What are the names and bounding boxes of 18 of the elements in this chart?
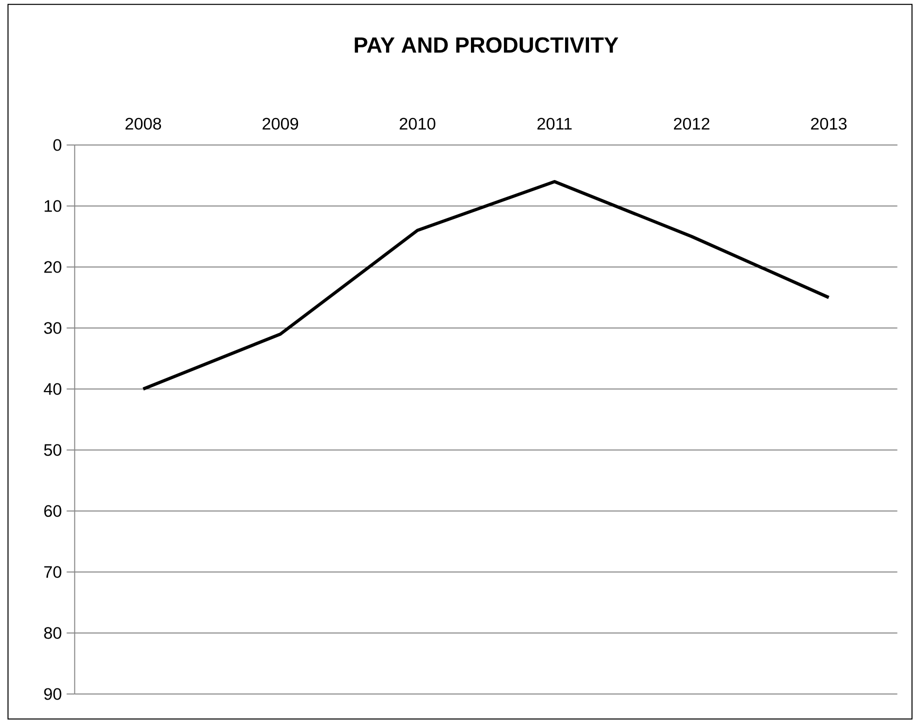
y-tick-label: 40: [44, 383, 62, 395]
chart-title: PAY AND PRODUCTIVITY: [354, 37, 618, 53]
y-tick-label: 90: [44, 688, 62, 700]
y-tick-label: 10: [44, 200, 62, 212]
x-tick-label: 2009: [262, 118, 298, 130]
x-tick-label: 2010: [400, 118, 436, 130]
y-tick-label: 0: [53, 139, 62, 151]
line-series: [142, 180, 830, 391]
y-tick-label: 20: [44, 261, 62, 273]
y-tick-label: 70: [44, 566, 62, 578]
x-tick-label: 2008: [126, 118, 162, 130]
y-tick-label: 60: [44, 505, 62, 517]
x-tick-label: 2011: [537, 118, 572, 130]
y-tick-label: 30: [44, 322, 62, 334]
y-tick-label: 50: [44, 444, 62, 456]
y-tick-label: 80: [44, 627, 62, 639]
x-tick-label: 2012: [674, 118, 710, 130]
x-tick-label: 2013: [811, 118, 847, 130]
